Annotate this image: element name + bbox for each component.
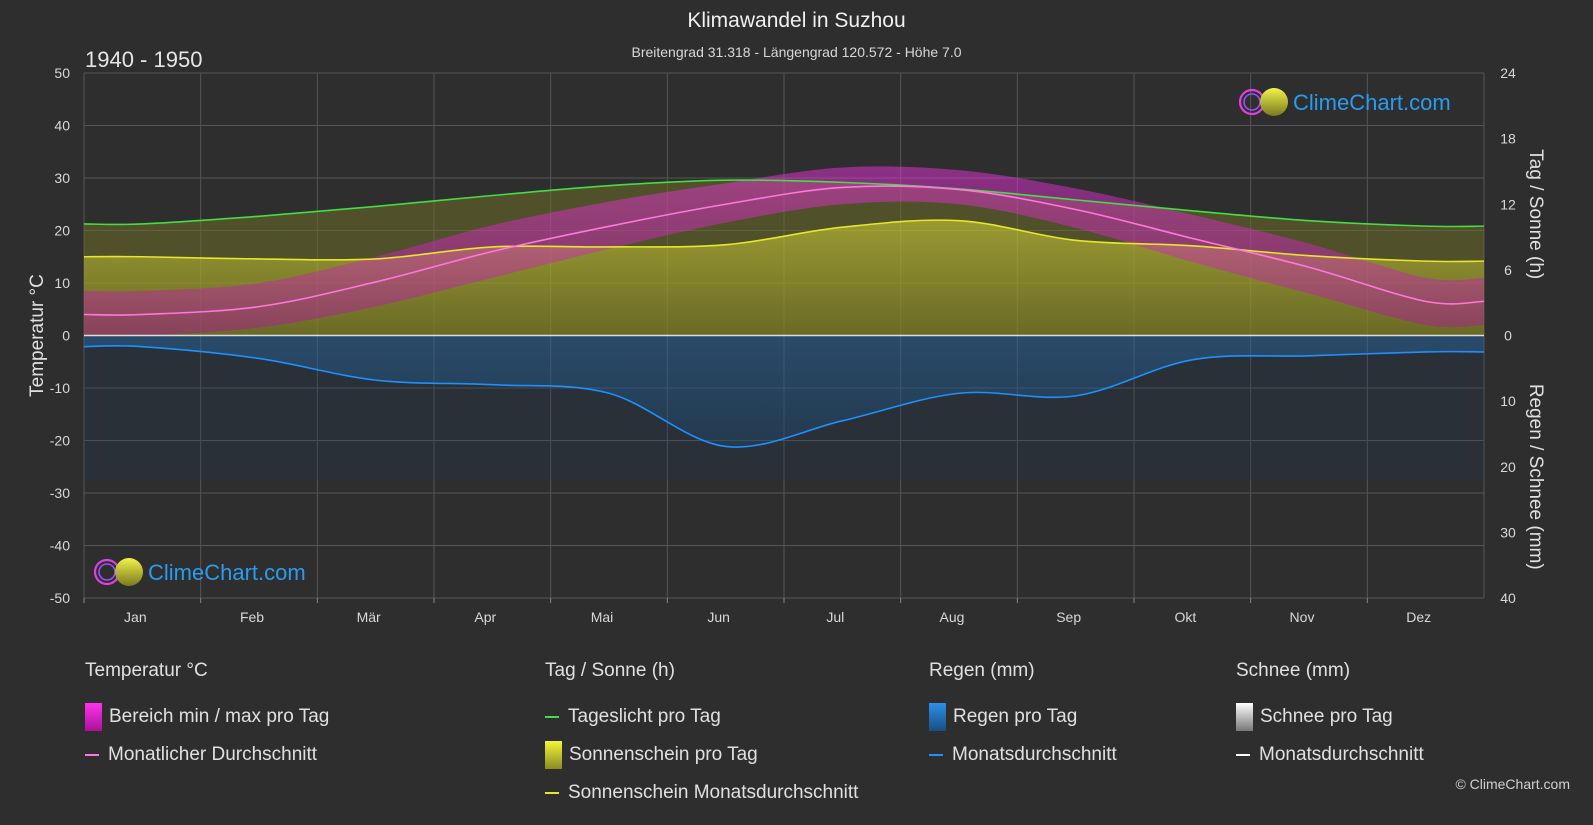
sunshine-avg-line-swatch <box>545 792 559 794</box>
legend-sun-head: Tag / Sonne (h) <box>545 660 675 681</box>
x-tick-label: Jan <box>124 609 147 625</box>
climate-chart: 50 40 30 20 10 0 -10 -20 -30 -40 -50 24 18 12 6 0 10 20 30… <box>27 65 1546 625</box>
legend-temperature: Temperatur °C Bereich min / max pro Tag … <box>85 660 329 774</box>
x-tick-label: Dez <box>1406 609 1431 625</box>
logo-sun-icon <box>115 558 143 586</box>
temp-range-swatch <box>85 703 102 731</box>
y-right-bottom-tick-label: 40 <box>1500 590 1516 606</box>
x-tick-label: Apr <box>474 609 496 625</box>
legend-label: Sonnenschein pro Tag <box>569 744 758 765</box>
y-left-tick-label: -40 <box>50 538 70 554</box>
period-label: 1940 - 1950 <box>85 47 203 72</box>
daylight-line <box>83 179 1485 228</box>
legend-item-rain-avg: Monatsdurchschnitt <box>929 736 1117 774</box>
x-tick-label: Jul <box>826 609 844 625</box>
legend-sun: Tag / Sonne (h) Tageslicht pro Tag Sonne… <box>545 660 858 812</box>
legend-label: Monatsdurchschnitt <box>1259 744 1424 765</box>
y-right-bottom-tick-label: 10 <box>1500 393 1516 409</box>
y-left-tick-label: 50 <box>54 65 70 81</box>
y-left-tick-label: -50 <box>50 590 70 606</box>
y-right-top-axis-label: Tag / Sonne (h) <box>1525 149 1546 279</box>
y-right-top-tick-label: 24 <box>1500 65 1516 81</box>
series-lines <box>83 179 1485 448</box>
y-left-tick-label: 10 <box>54 275 70 291</box>
rain-area <box>84 335 1484 480</box>
legend-temperature-head: Temperatur °C <box>85 660 208 681</box>
legend-item-temp-range: Bereich min / max pro Tag <box>85 698 329 736</box>
logo-text: ClimeChart.com <box>148 560 306 585</box>
y-right-bottom-axis-label: Regen / Schnee (mm) <box>1525 384 1546 570</box>
sunshine-avg-line <box>83 219 1485 263</box>
logo-sun-icon <box>1260 88 1288 116</box>
x-tick-label: Okt <box>1174 609 1196 625</box>
y-left-tick-label: -30 <box>50 485 70 501</box>
y-left-tick-label: -20 <box>50 433 70 449</box>
legend-label: Tageslicht pro Tag <box>568 706 721 727</box>
x-tick-label: Feb <box>240 609 264 625</box>
y-right-top-tick-label: 0 <box>1504 328 1512 344</box>
temp-avg-line-swatch <box>85 754 99 756</box>
legend-label: Schnee pro Tag <box>1260 706 1393 727</box>
chart-subtitle: Breitengrad 31.318 - Längengrad 120.572 … <box>631 44 962 60</box>
y-right-top-tick-label: 18 <box>1500 131 1516 147</box>
x-tick-label: Jun <box>707 609 730 625</box>
x-tick-label: Mär <box>357 609 381 625</box>
rain-avg-line <box>83 344 1485 448</box>
temperature-range-band <box>84 166 1484 337</box>
y-right-top-tick-label: 12 <box>1500 196 1516 212</box>
daylight-line-swatch <box>545 716 559 718</box>
axes: 50 40 30 20 10 0 -10 -20 -30 -40 -50 24 18 12 6 0 10 20 30… <box>27 65 1546 625</box>
legend-label: Monatlicher Durchschnitt <box>108 744 318 765</box>
sunshine-fill <box>84 220 1484 336</box>
temperature-range <box>84 166 1484 337</box>
sunshine-swatch <box>545 741 562 769</box>
y-left-tick-label: 0 <box>62 328 70 344</box>
watermark-bottom: ClimeChart.com <box>93 558 306 586</box>
legend-rain: Regen (mm) Regen pro Tag Monatsdurchschn… <box>929 660 1117 774</box>
logo-text: ClimeChart.com <box>1293 90 1451 115</box>
legend-label: Sonnenschein Monatsdurchschnitt <box>568 782 859 803</box>
watermark-top: ClimeChart.com <box>1238 88 1451 116</box>
chart-title: Klimawandel in Suzhou <box>687 9 906 32</box>
logo-ring-inner-icon <box>98 563 116 581</box>
rain-swatch <box>929 703 946 731</box>
y-left-tick-label: 30 <box>54 170 70 186</box>
y-left-tick-label: 20 <box>54 223 70 239</box>
x-tick-label: Nov <box>1290 609 1315 625</box>
copyright: © ClimeChart.com <box>1455 776 1570 792</box>
y-right-top-tick-label: 6 <box>1504 262 1512 278</box>
legend-item-rain-daily: Regen pro Tag <box>929 698 1117 736</box>
x-tick-label: Aug <box>940 609 965 625</box>
legend-snow: Schnee (mm) Schnee pro Tag Monatsdurchsc… <box>1236 660 1424 774</box>
snow-avg-line-swatch <box>1236 754 1250 756</box>
snow-swatch <box>1236 703 1253 731</box>
rain-fill <box>84 335 1484 448</box>
y-right-bottom-tick-label: 30 <box>1500 524 1516 540</box>
legend-label: Bereich min / max pro Tag <box>109 706 330 727</box>
legend-item-snow-daily: Schnee pro Tag <box>1236 698 1424 736</box>
x-tick-label: Sep <box>1056 609 1081 625</box>
y-left-tick-label: -10 <box>50 380 70 396</box>
legend-item-daylight: Tageslicht pro Tag <box>545 698 858 736</box>
y-right-bottom-tick-label: 20 <box>1500 459 1516 475</box>
y-left-axis-label: Temperatur °C <box>27 274 48 397</box>
legend-item-sunshine-daily: Sonnenschein pro Tag <box>545 736 858 774</box>
logo-ring-inner-icon <box>1243 93 1261 111</box>
legend-label: Regen pro Tag <box>953 706 1078 727</box>
rain-spread <box>84 335 1484 480</box>
watermarks: ClimeChart.com ClimeChart.com <box>93 88 1451 586</box>
rain-avg-line-swatch <box>929 754 943 756</box>
temperature-avg-line <box>83 185 1485 316</box>
legend-snow-head: Schnee (mm) <box>1236 660 1351 681</box>
y-left-tick-label: 40 <box>54 118 70 134</box>
legend-item-temp-avg: Monatlicher Durchschnitt <box>85 736 329 774</box>
legend-item-snow-avg: Monatsdurchschnitt <box>1236 736 1424 774</box>
x-tick-label: Mai <box>591 609 614 625</box>
legend-item-sunshine-avg: Sonnenschein Monatsdurchschnitt <box>545 774 858 812</box>
legend-rain-head: Regen (mm) <box>929 660 1035 681</box>
legend-label: Monatsdurchschnitt <box>952 744 1117 765</box>
